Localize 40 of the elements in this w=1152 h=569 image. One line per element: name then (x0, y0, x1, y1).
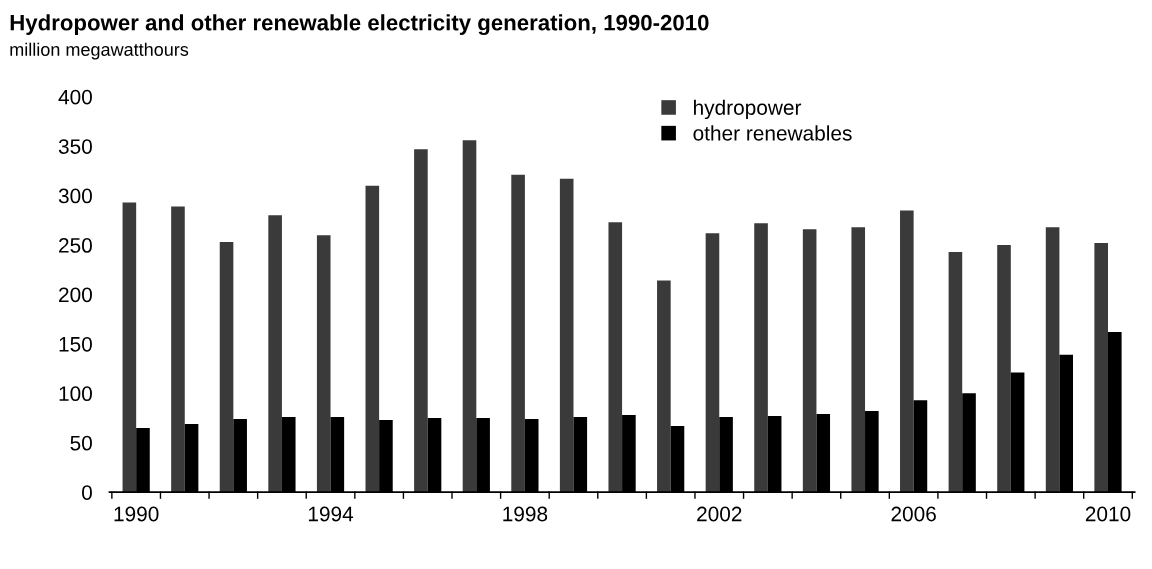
bar (316, 235, 331, 493)
bar (219, 242, 234, 493)
bar (268, 215, 282, 493)
y-tick-label: 200 (59, 287, 92, 303)
bar (1094, 243, 1108, 493)
y-tick-label: 300 (58, 188, 92, 204)
x-tick-label: 2010 (1085, 506, 1131, 522)
x-tick-label: 1990 (114, 506, 159, 522)
bar (122, 202, 137, 493)
bar (511, 174, 525, 493)
bar (1045, 227, 1060, 493)
bar (365, 185, 380, 493)
y-tick-label: 150 (59, 336, 92, 352)
bar (657, 280, 671, 493)
x-tick-label: 2002 (697, 506, 742, 522)
bar (608, 222, 623, 493)
chart-subtitle: million megawatthours (10, 42, 189, 60)
bar (414, 149, 428, 493)
chart-title: Hydropower and other renewable electricity generation, 1990-2010 (10, 14, 709, 36)
x-tick-label: 1994 (308, 506, 354, 522)
bar (948, 251, 963, 493)
legend-label: other renewables (693, 125, 852, 141)
y-tick-label: 250 (59, 238, 92, 253)
bar (997, 245, 1011, 493)
bar (851, 227, 866, 493)
bar (462, 140, 477, 493)
bar (802, 229, 817, 493)
y-tick-label: 50 (70, 435, 92, 451)
bar (171, 206, 185, 493)
y-tick-label: 400 (58, 89, 92, 105)
y-tick-label: 350 (58, 139, 92, 154)
bar (754, 223, 768, 493)
bar (559, 178, 574, 493)
bar (900, 210, 914, 493)
x-tick-label: 1998 (503, 506, 548, 522)
bar (705, 233, 720, 493)
legend-label: hydropower (694, 99, 802, 120)
x-tick-label: 2006 (891, 506, 936, 522)
y-tick-label: 100 (59, 386, 92, 402)
y-tick-label: 0 (82, 485, 92, 500)
